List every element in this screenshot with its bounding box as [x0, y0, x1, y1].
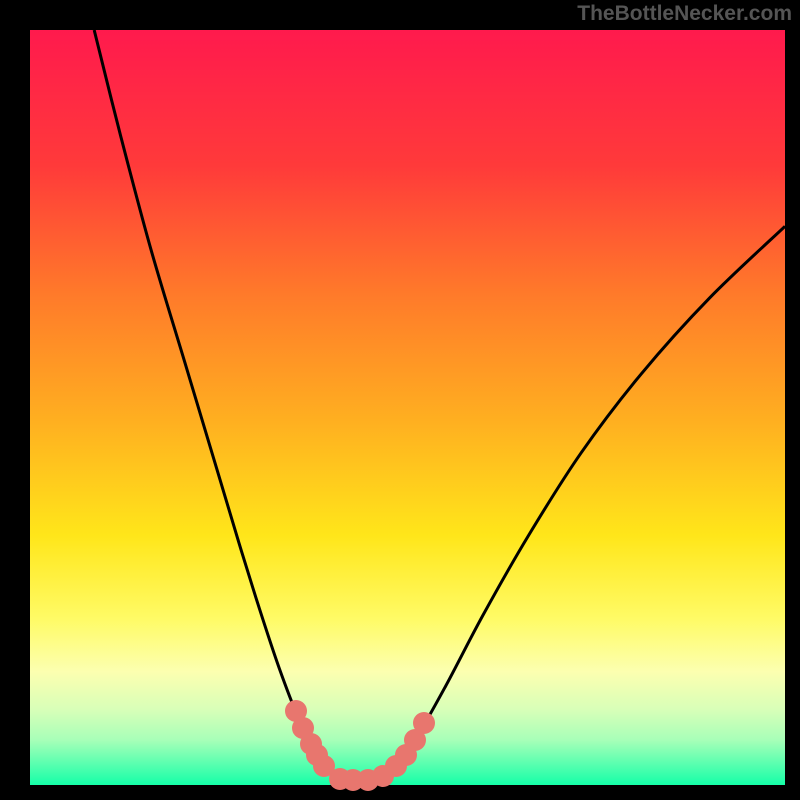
data-marker — [413, 712, 435, 734]
plot-area — [30, 30, 785, 785]
markers-layer — [30, 30, 785, 785]
watermark-text: TheBottleNecker.com — [577, 2, 792, 26]
